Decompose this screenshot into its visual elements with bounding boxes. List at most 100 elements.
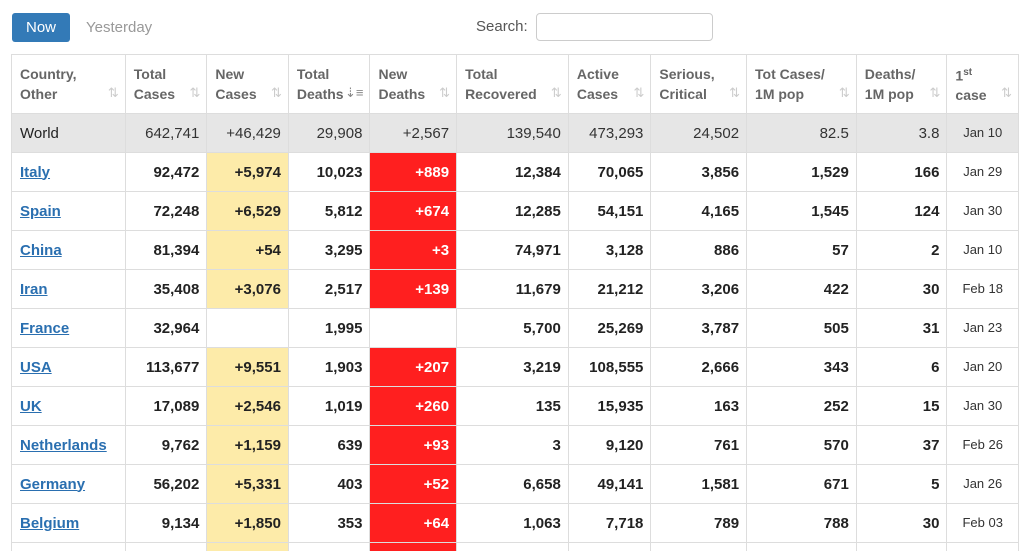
col-total-cases-cell: 9,762 (124, 425, 208, 465)
col-first-case-cell: Jan 10 (946, 230, 1019, 270)
col-cases-per-1m-cell: 1,545 (746, 191, 857, 231)
country-link[interactable]: Germany (20, 475, 86, 493)
tab-yesterday[interactable]: Yesterday (86, 19, 153, 36)
col-active-cases-cell: 7,718 (567, 503, 652, 543)
header-line2: Other (20, 86, 58, 102)
col-new-cases-cell: +5,331 (206, 464, 289, 504)
header-sup: st (963, 66, 973, 78)
country-link[interactable]: Iran (20, 280, 48, 298)
col-serious-critical-header[interactable]: Serious, Critical ⇅ (650, 54, 748, 114)
sort-icon[interactable]: ⇅ (439, 85, 451, 100)
table-row: Belgium 9,134 +1,850 353 +64 1,063 7,718 789 788… (11, 503, 1019, 543)
sort-icon[interactable]: ⇅ (271, 85, 282, 100)
col-cases-per-1m-cell: 343 (746, 347, 857, 387)
table-row: Italy 92,472 +5,974 10,023 +889 12,384 70,065 3… (11, 152, 1019, 192)
col-serious-critical-cell: 3,787 (650, 308, 748, 348)
col-new-deaths-cell: +3 (369, 230, 458, 270)
sort-icon[interactable]: ⇅ (729, 85, 741, 100)
col-total-deaths-cell: 29,908 (287, 113, 371, 153)
col-new-cases-cell: +46,429 (206, 113, 289, 153)
col-new-cases-cell (206, 308, 289, 348)
table-row: China 81,394 +54 3,295 +3 74,971 3,128 886 57 2 Ja… (11, 230, 1019, 270)
col-new-deaths-cell: +260 (369, 386, 458, 426)
col-country-cell: Iran (11, 269, 126, 309)
column-header-label: 1st case (955, 63, 1012, 106)
col-active-cases-header[interactable]: Active Cases ⇅ (567, 54, 652, 114)
col-total-deaths-cell: 353 (287, 503, 371, 543)
sort-icon[interactable]: ⇅ (929, 85, 941, 100)
col-cases-per-1m-cell: 1,529 (746, 152, 857, 192)
country-link[interactable]: Netherlands (20, 436, 107, 454)
col-country-header[interactable]: Country, Other ⇅ (11, 54, 126, 114)
country-link[interactable]: USA (20, 358, 52, 376)
col-serious-critical-cell: 24,502 (650, 113, 748, 153)
column-header-label: Tot Cases/1M pop (755, 64, 850, 104)
col-deaths-per-1m-cell: 5 (855, 464, 948, 504)
header-line1: Total (133, 66, 167, 82)
col-total-deaths-cell: 2,517 (287, 269, 371, 309)
col-first-case-header[interactable]: 1st case ⇅ (946, 54, 1019, 114)
col-active-cases-cell: 473,293 (567, 113, 652, 153)
col-first-case-cell: Jan 26 (946, 464, 1019, 504)
col-deaths-per-1m-cell: 30 (855, 503, 948, 543)
country-link[interactable]: Belgium (20, 514, 80, 532)
col-total-cases-cell: 17,089 (124, 386, 208, 426)
col-country-cell: France (11, 308, 126, 348)
table-row: Spain 72,248 +6,529 5,812 +674 12,285 54,151 4,… (11, 191, 1019, 231)
column-header-label: Serious, Critical (659, 64, 740, 104)
header-line2: 1M pop (755, 86, 805, 102)
sort-icon[interactable]: ⇅ (1001, 85, 1012, 100)
header-line2: Cases (215, 86, 257, 102)
country-link[interactable]: UK (20, 397, 42, 415)
col-total-deaths-header[interactable]: Total Deaths ⇣≡ (287, 54, 371, 114)
sort-icon[interactable]: ⇅ (550, 85, 562, 100)
sort-icon[interactable]: ⇅ (633, 85, 645, 100)
col-total-recovered-cell: 3,219 (456, 347, 569, 387)
world-row: World 642,741 +46,429 29,908 +2,567 139,540 47… (11, 113, 1019, 153)
col-active-cases-cell: 70,065 (567, 152, 652, 192)
column-header-label: Country, Other (20, 64, 119, 104)
header-line1: Total (465, 66, 498, 82)
header-line1: New (378, 66, 408, 82)
col-new-deaths-header[interactable]: New Deaths ⇅ (369, 54, 458, 114)
tab-now[interactable]: Now (12, 13, 70, 42)
col-deaths-per-1m-cell: 30 (855, 269, 948, 309)
col-new-cases-cell: +2,546 (206, 386, 289, 426)
col-deaths-per-1m-cell: 166 (855, 152, 948, 192)
sort-icon[interactable]: ⇅ (107, 85, 119, 100)
column-header-label: Total Recovered (465, 64, 562, 104)
col-cases-per-1m-cell: 252 (746, 386, 857, 426)
sort-icon[interactable]: ⇅ (189, 85, 201, 100)
col-serious-critical-cell: 1,581 (650, 464, 748, 504)
col-new-cases-cell (206, 542, 289, 551)
col-total-deaths-cell: 5,812 (287, 191, 371, 231)
header-line1: Country, (20, 66, 77, 82)
header-line2: Recovered (465, 86, 537, 102)
col-total-deaths-cell: 1,903 (287, 347, 371, 387)
col-total-recovered-cell: 12,285 (456, 191, 569, 231)
col-deaths-per-1m-header[interactable]: Deaths/1M pop ⇅ (855, 54, 948, 114)
country-link[interactable]: Spain (20, 202, 61, 220)
col-total-cases-header[interactable]: Total Cases ⇅ (124, 54, 208, 114)
col-total-recovered-header[interactable]: Total Recovered ⇅ (456, 54, 569, 114)
col-new-cases-header[interactable]: New Cases ⇅ (206, 54, 289, 114)
col-total-cases-cell: 32,964 (124, 308, 208, 348)
country-link[interactable]: Italy (20, 163, 51, 181)
search-input[interactable] (536, 13, 713, 41)
col-active-cases-cell (567, 542, 652, 551)
table-body: World 642,741 +46,429 29,908 +2,567 139,540 47… (11, 113, 1019, 551)
sort-icon[interactable]: ⇅ (838, 85, 850, 100)
header-line2: Cases (576, 86, 619, 102)
header-line2: Critical (659, 86, 707, 102)
col-cases-per-1m-header[interactable]: Tot Cases/1M pop ⇅ (746, 54, 857, 114)
country-link[interactable]: France (20, 319, 70, 337)
col-active-cases-cell: 25,269 (567, 308, 652, 348)
col-cases-per-1m-cell (746, 542, 857, 551)
country-link[interactable]: China (20, 241, 62, 259)
header-line1: Serious, (659, 66, 715, 82)
header-line1: Active (576, 66, 619, 82)
col-active-cases-cell: 21,212 (567, 269, 652, 309)
sort-desc-icon[interactable]: ⇣≡ (344, 85, 364, 100)
col-deaths-per-1m-cell: 31 (855, 308, 948, 348)
col-new-cases-cell: +5,974 (206, 152, 289, 192)
